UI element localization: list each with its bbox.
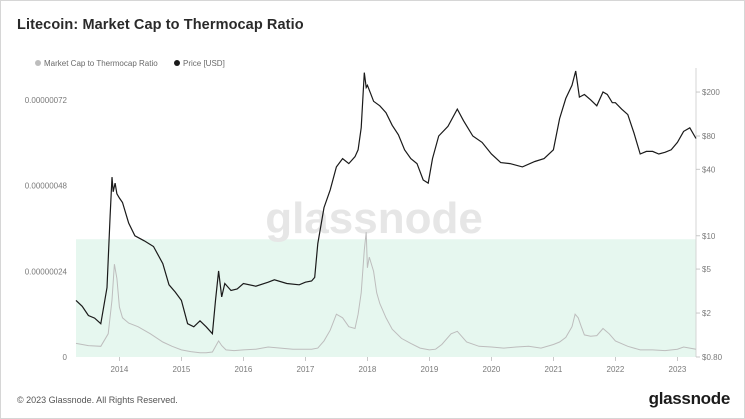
legend[interactable]: Market Cap to Thermocap Ratio Price [USD…	[35, 59, 225, 68]
legend-ratio-label[interactable]: Market Cap to Thermocap Ratio	[44, 59, 158, 68]
y-right-tick-label: $80	[702, 132, 716, 141]
x-tick-label: 2022	[607, 365, 625, 374]
y-left-tick-label: 0	[63, 353, 68, 362]
y-left-tick-label: 0.00000072	[25, 96, 68, 105]
legend-ratio-marker	[35, 60, 41, 66]
y-left-tick-label: 0.00000024	[25, 267, 68, 276]
x-tick-label: 2017	[297, 365, 315, 374]
x-tick-label: 2019	[421, 365, 439, 374]
thermocap-band	[76, 239, 696, 357]
price-series-line	[75, 70, 697, 336]
left-axis: 0 0.00000024 0.00000048 0.00000072	[25, 96, 68, 362]
y-right-tick-label: $10	[702, 232, 716, 241]
legend-price-marker	[174, 60, 180, 66]
y-right-tick-label: $40	[702, 165, 716, 174]
ratio-series-line	[75, 232, 697, 354]
x-tick-label: 2023	[669, 365, 687, 374]
page-title: Litecoin: Market Cap to Thermocap Ratio	[17, 17, 304, 33]
y-right-tick-label: $5	[702, 265, 711, 274]
x-tick-label: 2021	[545, 365, 563, 374]
y-left-tick-label: 0.00000048	[25, 182, 68, 191]
legend-price-label[interactable]: Price [USD]	[183, 59, 225, 68]
y-right-tick-label: $0.80	[702, 353, 723, 362]
x-tick-label: 2014	[111, 365, 129, 374]
x-axis: 2014 2015 2016 2017 2018 2019 2020 2021 2022 2023	[111, 357, 687, 374]
y-right-tick-label: $200	[702, 88, 720, 97]
right-axis: $0.80 $2 $5 $10 $40 $80 $200	[696, 88, 723, 362]
x-tick-label: 2016	[235, 365, 253, 374]
watermark: glassnode	[265, 194, 483, 243]
x-tick-label: 2020	[483, 365, 501, 374]
x-tick-label: 2015	[173, 365, 191, 374]
copyright-text: © 2023 Glassnode. All Rights Reserved.	[17, 395, 178, 405]
y-right-tick-label: $2	[702, 309, 711, 318]
glassnode-logo[interactable]: glassnode	[648, 389, 731, 408]
x-tick-label: 2018	[359, 365, 377, 374]
